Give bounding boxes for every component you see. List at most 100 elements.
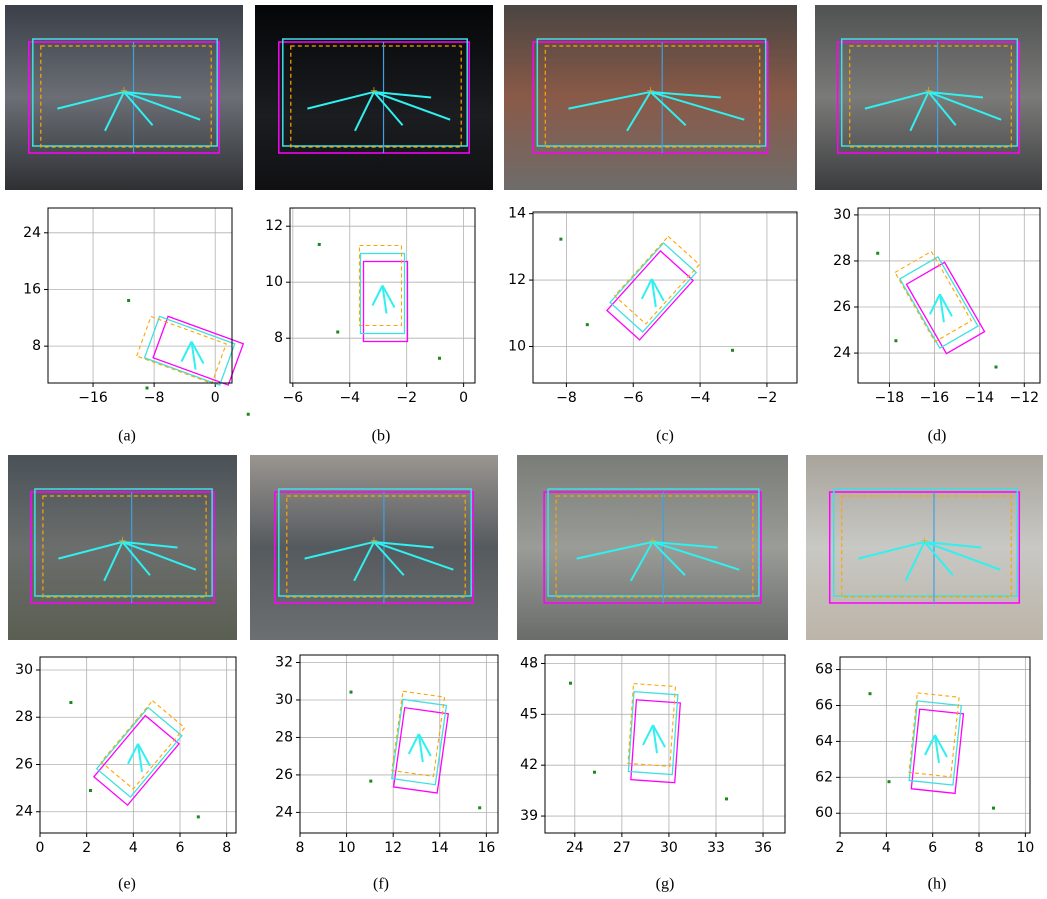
y-tick-label: 10 — [508, 338, 526, 354]
y-tick-label: 28 — [15, 709, 33, 725]
x-tick-label: 12 — [384, 840, 402, 856]
x-tick-label: 0 — [36, 840, 45, 856]
plot-frame — [39, 656, 237, 834]
pred-box — [536, 38, 767, 147]
pred-box — [278, 488, 472, 597]
bev-pred — [143, 315, 236, 387]
baseline-box — [40, 45, 212, 148]
keypoint-arrow — [373, 541, 454, 571]
bev-arrow — [934, 734, 940, 764]
bev-baseline — [894, 250, 973, 343]
x-tick-label: −16 — [920, 390, 950, 406]
y-tick-label: 64 — [815, 733, 833, 749]
bev-arrow — [137, 743, 151, 767]
x-tick-label: 6 — [176, 840, 185, 856]
bev-baseline — [613, 235, 701, 325]
pred-box — [832, 488, 1019, 597]
y-tick-label: 32 — [275, 654, 293, 670]
keypoint-arrow — [304, 540, 375, 560]
lidar-point — [317, 243, 321, 246]
panel-caption: (f) — [373, 876, 389, 893]
keypoint-arrow — [373, 91, 451, 121]
bev-arrow — [924, 734, 936, 756]
x-tick-label: 4 — [129, 840, 138, 856]
x-tick-label: 8 — [296, 840, 305, 856]
keypoint-arrow — [123, 91, 154, 126]
bev-baseline — [100, 699, 186, 790]
x-tick-label: 2 — [82, 840, 91, 856]
pred-box — [547, 488, 760, 597]
keypoint-arrow — [122, 540, 178, 549]
keypoint-arrow — [104, 91, 125, 132]
x-tick-label: 6 — [928, 840, 937, 856]
gt-box — [30, 491, 215, 604]
y-tick-label: 14 — [508, 206, 526, 222]
y-tick-label: 42 — [520, 757, 538, 773]
y-tick-label: 30 — [15, 662, 33, 678]
lidar-point — [725, 797, 728, 801]
keypoint-arrow — [924, 540, 982, 549]
bev-baseline — [135, 315, 227, 385]
bev-gt — [392, 706, 450, 794]
bev-arrow — [417, 733, 432, 757]
plot-frame — [532, 211, 798, 384]
bev-baseline — [908, 692, 960, 778]
keypoint-arrow — [909, 91, 930, 132]
gt-box — [543, 491, 762, 604]
camera-image — [5, 5, 243, 190]
gt-box — [532, 41, 769, 154]
pred-box — [282, 38, 468, 147]
x-tick-label: −16 — [78, 390, 108, 406]
y-tick-label: 48 — [520, 655, 538, 671]
bev-gt — [630, 699, 682, 784]
panel: + −8 −6 −4 −2 10 12 14 (c) — [504, 5, 798, 445]
bev-arrow — [371, 285, 384, 306]
lidar-point — [145, 386, 149, 390]
y-tick-label: 45 — [520, 706, 538, 722]
panel: +8 10 12 14 16 24 26 28 30 32 (f) — [250, 455, 499, 893]
lidar-point — [569, 681, 572, 685]
lidar-point — [559, 237, 563, 241]
panel: + −6 −4 −2 0 8 10 12 (b) — [255, 5, 493, 445]
keypoint-arrow — [58, 540, 123, 560]
x-tick-label: 16 — [477, 840, 495, 856]
lidar-point — [994, 365, 998, 369]
y-tick-label: 24 — [15, 804, 33, 820]
y-tick-label: 10 — [265, 274, 283, 290]
bev-arrow — [652, 724, 666, 748]
bev-arrow — [640, 278, 653, 300]
panel-caption: (a) — [118, 428, 136, 445]
bev-arrow — [934, 734, 948, 758]
x-tick-label: −8 — [556, 390, 577, 406]
camera-image — [815, 5, 1042, 190]
panel: + −16 −8 0 8 16 24 (a) — [5, 5, 250, 445]
y-tick-label: 24 — [833, 345, 851, 361]
bev-gt — [905, 261, 986, 355]
y-tick-label: 30 — [275, 692, 293, 708]
baseline-box — [849, 45, 1012, 148]
plot-frame — [289, 207, 476, 384]
x-tick-label: 2 — [836, 840, 845, 856]
keypoint-arrow — [650, 90, 721, 99]
y-tick-label: 28 — [833, 253, 851, 269]
x-tick-label: 30 — [660, 840, 678, 856]
x-tick-label: 10 — [338, 840, 356, 856]
y-tick-label: 39 — [520, 808, 538, 824]
lidar-point — [876, 251, 880, 255]
x-tick-label: 4 — [882, 840, 891, 856]
keypoint-arrow — [652, 540, 718, 549]
bev-arrow — [650, 278, 665, 302]
lidar-point — [887, 780, 891, 784]
lidar-point — [868, 692, 872, 696]
y-tick-label: 26 — [275, 767, 293, 783]
bev-arrow — [407, 733, 420, 755]
keypoint-arrow — [626, 91, 652, 132]
camera-image — [517, 455, 788, 640]
x-tick-label: −14 — [965, 390, 995, 406]
plot-frame — [839, 656, 1031, 834]
camera-image — [250, 455, 498, 640]
bev-pred — [898, 255, 979, 350]
